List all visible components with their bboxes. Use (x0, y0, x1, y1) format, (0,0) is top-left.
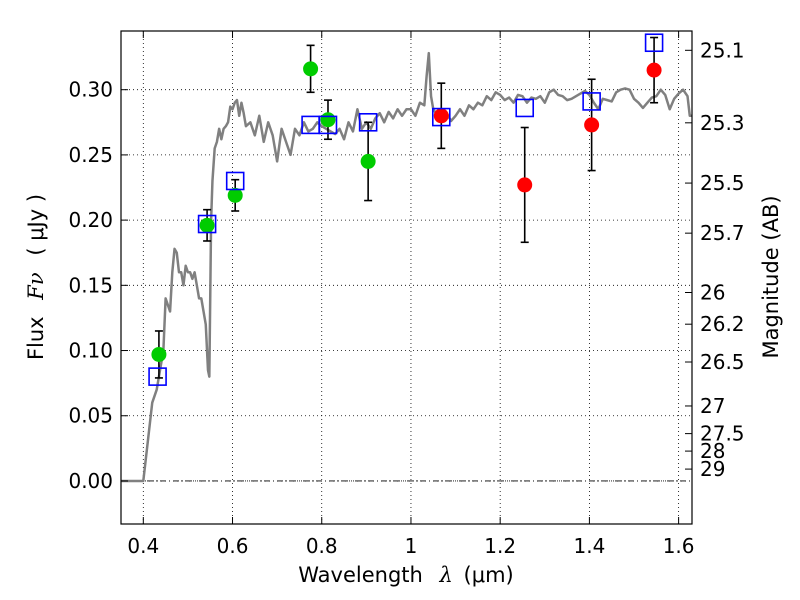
model-photometry-square (225, 171, 245, 191)
plot-frame (120, 30, 693, 525)
model-photometry-square (358, 112, 378, 132)
y-tick-label: 0.10 (68, 339, 113, 363)
y2-tick-label: 26.5 (700, 350, 745, 374)
photometry-point (151, 346, 167, 362)
photometry-point (584, 117, 600, 133)
y-tick-label: 0.00 (68, 469, 113, 493)
y-axis-title: Flux Fν ( μJy ) (24, 194, 48, 360)
y2-tick-label: 28 (700, 439, 725, 463)
x-axis-title-symbol: λ (439, 563, 453, 587)
model-photometry-square (582, 92, 601, 111)
x-tick-label: 1.6 (663, 534, 695, 558)
data-layer (121, 33, 692, 483)
x-tick-label: 1.2 (484, 534, 516, 558)
x-tick-label: 1 (405, 534, 418, 558)
photometry-point (517, 177, 533, 193)
y2-tick-label: 29 (700, 457, 725, 481)
x-axis-title: Wavelength λ (μm) (298, 563, 513, 587)
photometry-point (227, 187, 243, 203)
model-photometry-square (431, 107, 451, 127)
y2-tick-label: 25.1 (700, 38, 745, 62)
y-axis-title-text: Flux (24, 316, 48, 360)
model-photometry-square (644, 33, 664, 53)
model-photometry-square (318, 115, 338, 135)
photometry-point (433, 108, 449, 124)
y-tick-label: 0.25 (68, 143, 113, 167)
photometry-point (320, 112, 336, 128)
y2-axis-title: Magnitude (AB) (759, 195, 783, 358)
photometry-point (199, 217, 215, 233)
photometry-point (303, 61, 319, 77)
y-tick-label: 0.05 (68, 404, 113, 428)
photometry-point (360, 153, 376, 169)
y-axis-title-symbol: Fν (24, 272, 48, 301)
model-photometry-square (148, 367, 167, 386)
y2-tick-label: 27 (700, 394, 725, 418)
y2-tick-label: 26.2 (700, 312, 745, 336)
tick-marks (121, 31, 692, 524)
x-tick-label: 0.4 (127, 534, 159, 558)
tick-labels: 0.4 0.6 0.8 1 1.2 1.4 1.6 0.00 0.05 0.10 0.15 0.20 0… (68, 38, 744, 558)
y2-tick-label: 27.5 (700, 422, 745, 446)
y2-tick-label: 25.7 (700, 221, 745, 245)
x-tick-label: 0.8 (306, 534, 338, 558)
x-axis-title-unit: (μm) (464, 563, 514, 587)
plot-background (121, 31, 692, 524)
y2-tick-label: 26 (700, 280, 725, 304)
y-axis-title-unit: ( μJy ) (24, 194, 48, 256)
y-tick-label: 0.20 (68, 208, 113, 232)
y2-tick-label: 25.5 (700, 171, 745, 195)
model-photometry-square (197, 214, 217, 234)
photometry-point (646, 62, 662, 78)
model-photometry-square (515, 98, 535, 118)
y2-tick-label: 25.3 (700, 111, 745, 135)
y-tick-label: 0.30 (68, 78, 113, 102)
x-tick-label: 0.6 (217, 534, 249, 558)
x-axis-title-text: Wavelength (298, 563, 423, 587)
x-tick-label: 1.4 (573, 534, 605, 558)
y-tick-label: 0.15 (68, 273, 113, 297)
